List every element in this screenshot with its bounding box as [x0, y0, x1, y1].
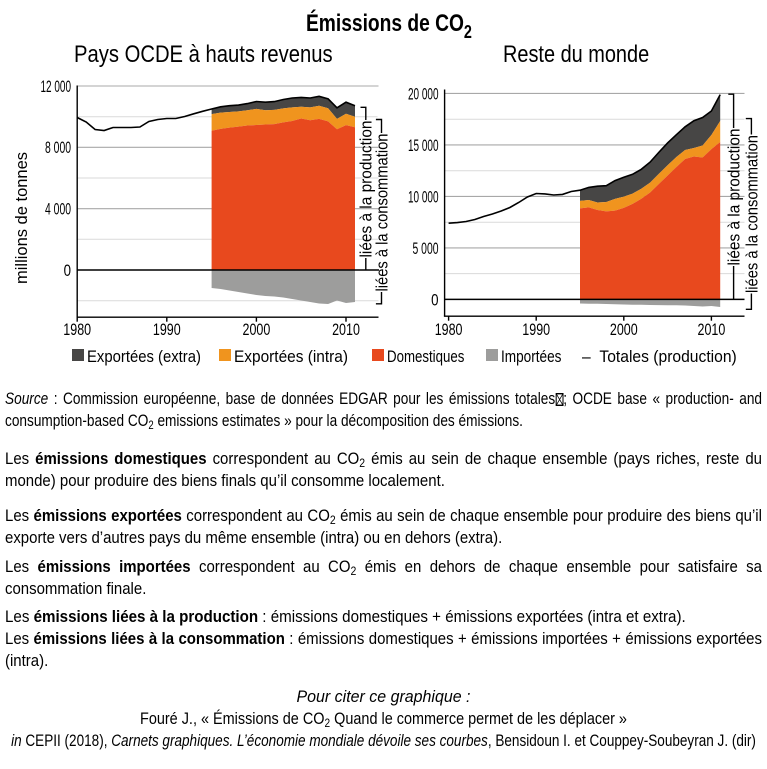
svg-text:liées à la production: liées à la production	[725, 129, 744, 266]
svg-text:liées à la consommation: liées à la consommation	[372, 134, 391, 292]
svg-text:10 000: 10 000	[408, 187, 439, 206]
svg-text:1980: 1980	[435, 320, 463, 339]
svg-text:liées à la production: liées à la production	[357, 121, 376, 258]
svg-text:0: 0	[431, 290, 438, 309]
svg-text:8 000: 8 000	[45, 138, 71, 157]
svg-text:1990: 1990	[153, 320, 181, 339]
svg-text:15 000: 15 000	[408, 136, 439, 155]
svg-text:1990: 1990	[522, 320, 550, 339]
svg-text:5 000: 5 000	[413, 239, 439, 258]
svg-text:liées à la consommation: liées à la consommation	[742, 135, 761, 293]
svg-text:2000: 2000	[610, 320, 638, 339]
svg-text:2000: 2000	[243, 320, 271, 339]
svg-text:20 000: 20 000	[408, 84, 439, 103]
svg-text:4 000: 4 000	[45, 200, 71, 219]
svg-text:millions de tonnes: millions de tonnes	[12, 152, 31, 284]
svg-text:12 000: 12 000	[41, 77, 72, 96]
svg-text:1980: 1980	[63, 320, 91, 339]
svg-text:0: 0	[64, 261, 71, 280]
svg-text:2010: 2010	[332, 320, 360, 339]
svg-text:2010: 2010	[698, 320, 726, 339]
